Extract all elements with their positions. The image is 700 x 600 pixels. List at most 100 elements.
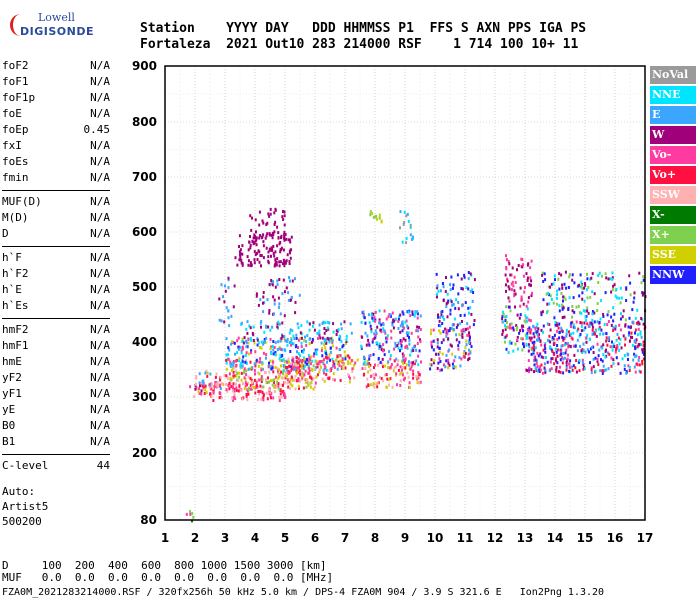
echo-point <box>389 357 392 361</box>
legend-item-ssw: SSW <box>650 186 696 204</box>
echo-point <box>219 392 222 395</box>
echo-point <box>641 293 644 297</box>
echo-point <box>367 383 370 387</box>
echo-point <box>538 333 540 337</box>
echo-point <box>416 312 419 316</box>
echo-point <box>507 285 510 289</box>
echo-point <box>546 322 549 326</box>
echo-point <box>360 345 363 349</box>
echo-point <box>275 385 278 389</box>
echo-point <box>372 353 375 357</box>
echo-point <box>630 335 632 339</box>
echo-point <box>240 378 243 382</box>
echo-point <box>223 373 226 377</box>
echo-point <box>435 292 438 296</box>
y-tick-label: 500 <box>132 280 157 294</box>
echo-point <box>278 357 281 361</box>
echo-point <box>638 356 641 359</box>
echo-point <box>283 238 286 242</box>
echo-point <box>290 343 293 347</box>
echo-point <box>403 210 406 214</box>
echo-point <box>283 314 286 318</box>
echo-point <box>473 319 476 322</box>
echo-point <box>524 286 526 290</box>
echo-point <box>601 372 604 375</box>
echo-point <box>193 395 196 399</box>
echo-point <box>612 326 615 330</box>
echo-point <box>321 336 324 340</box>
echo-point <box>596 309 599 312</box>
echo-point <box>319 363 322 367</box>
echo-point <box>547 291 550 295</box>
echo-point <box>251 239 254 243</box>
echo-point <box>320 359 323 363</box>
echo-point <box>560 292 563 295</box>
echo-point <box>541 273 544 277</box>
echo-point <box>289 256 292 260</box>
echo-point <box>231 396 234 400</box>
echo-point <box>407 331 410 335</box>
echo-point <box>471 299 474 303</box>
echo-point <box>257 371 260 375</box>
echo-point <box>198 372 201 376</box>
echo-point <box>315 350 318 354</box>
legend-item-x: X+ <box>650 226 696 244</box>
echo-point <box>413 362 416 366</box>
echo-point <box>623 354 626 357</box>
echo-point <box>258 260 261 264</box>
echo-point <box>535 369 538 373</box>
echo-point <box>521 258 524 261</box>
echo-point <box>247 392 250 396</box>
echo-point <box>300 370 303 374</box>
echo-point <box>582 367 585 371</box>
echo-point <box>247 375 250 379</box>
echo-point <box>218 396 221 400</box>
echo-point <box>397 320 400 323</box>
echo-point <box>528 283 531 287</box>
echo-point <box>227 316 230 320</box>
echo-point <box>225 374 228 378</box>
echo-point <box>418 349 421 353</box>
echo-point <box>623 367 626 371</box>
echo-point <box>412 376 415 380</box>
echo-point <box>399 341 402 345</box>
echo-point <box>603 322 606 326</box>
clevel-row: C-level 44 <box>2 458 110 474</box>
echo-point <box>287 371 290 374</box>
echo-point <box>582 328 585 332</box>
echo-point <box>267 376 269 380</box>
echo-point <box>370 327 373 331</box>
echo-point <box>374 310 377 314</box>
echo-point <box>369 354 372 357</box>
echo-point <box>309 367 312 371</box>
echo-point <box>455 325 458 329</box>
echo-point <box>249 214 252 218</box>
echo-point <box>412 369 415 373</box>
echo-point <box>549 345 552 349</box>
echo-point <box>593 311 596 315</box>
echo-point <box>561 283 564 287</box>
echo-point <box>368 343 371 347</box>
echo-point <box>579 285 582 289</box>
echo-point <box>250 378 253 382</box>
echo-point <box>260 368 263 372</box>
echo-point <box>539 352 542 356</box>
echo-point <box>302 364 305 368</box>
echo-point <box>273 346 276 349</box>
echo-point <box>402 222 405 226</box>
echo-point <box>465 343 468 347</box>
echo-point <box>628 331 631 335</box>
echo-point <box>349 361 352 365</box>
echo-point <box>569 370 572 374</box>
echo-point <box>264 370 267 374</box>
echo-point <box>551 336 554 339</box>
echo-point <box>323 343 326 347</box>
echo-point <box>271 283 274 287</box>
echo-point <box>581 351 584 355</box>
echo-point <box>519 313 522 317</box>
echo-point <box>271 345 274 348</box>
echo-point <box>533 335 536 339</box>
echo-point <box>565 366 568 370</box>
echo-point <box>232 382 235 386</box>
echo-point <box>506 325 509 329</box>
